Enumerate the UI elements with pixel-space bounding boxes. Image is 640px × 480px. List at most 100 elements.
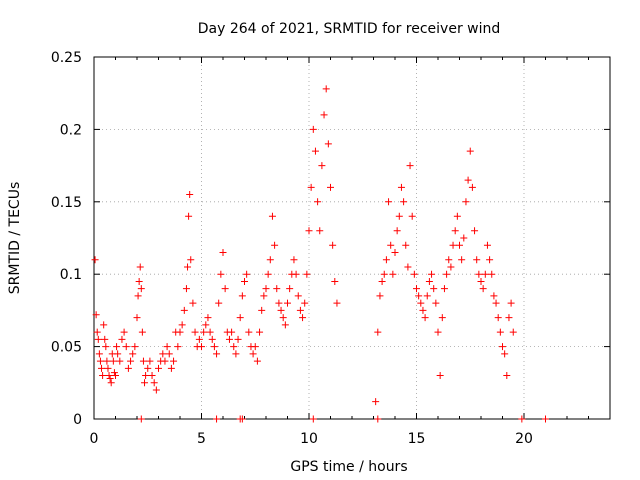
data-point bbox=[118, 335, 126, 343]
data-point bbox=[492, 299, 500, 307]
data-point bbox=[230, 343, 238, 351]
data-point bbox=[481, 270, 489, 278]
data-point bbox=[206, 328, 214, 336]
data-point bbox=[163, 343, 171, 351]
y-tick-label: 0.1 bbox=[60, 267, 82, 283]
data-point bbox=[221, 285, 229, 293]
data-point bbox=[425, 277, 433, 285]
data-point bbox=[419, 306, 427, 314]
data-point bbox=[94, 335, 102, 343]
data-point bbox=[307, 183, 315, 191]
data-point bbox=[142, 372, 150, 380]
y-tick-label: 0.2 bbox=[60, 122, 82, 138]
data-point bbox=[161, 357, 169, 365]
data-point bbox=[180, 306, 188, 314]
data-point bbox=[471, 227, 479, 235]
y-axis-label: SRMTID / TECUs bbox=[7, 182, 23, 295]
data-point bbox=[316, 227, 324, 235]
data-point bbox=[225, 335, 233, 343]
data-point bbox=[279, 314, 287, 322]
data-point bbox=[182, 285, 190, 293]
data-point bbox=[294, 292, 302, 300]
data-point bbox=[509, 328, 517, 336]
data-point bbox=[421, 314, 429, 322]
data-point bbox=[296, 306, 304, 314]
data-point bbox=[286, 285, 294, 293]
tick-layer: 0 5 10 15 20 0 0.05 0.1 0.15 0.2 0.25 bbox=[51, 50, 611, 447]
data-point bbox=[400, 198, 408, 206]
data-point bbox=[174, 343, 182, 351]
data-point bbox=[458, 256, 466, 264]
data-point bbox=[273, 285, 281, 293]
data-point bbox=[507, 299, 515, 307]
data-point bbox=[434, 328, 442, 336]
data-point bbox=[238, 292, 246, 300]
data-point bbox=[468, 183, 476, 191]
data-point bbox=[451, 227, 459, 235]
data-point bbox=[219, 248, 227, 256]
data-point bbox=[329, 241, 337, 249]
data-point bbox=[110, 369, 118, 377]
data-point bbox=[104, 364, 112, 372]
data-point bbox=[249, 350, 257, 358]
data-point bbox=[464, 176, 472, 184]
data-point bbox=[102, 343, 110, 351]
x-axis-label: GPS time / hours bbox=[290, 459, 407, 475]
data-point bbox=[105, 372, 113, 380]
data-point bbox=[100, 321, 108, 329]
data-point bbox=[127, 357, 135, 365]
data-point bbox=[253, 357, 261, 365]
data-point bbox=[432, 299, 440, 307]
data-point bbox=[494, 314, 502, 322]
data-point bbox=[238, 415, 246, 423]
data-point bbox=[204, 314, 212, 322]
data-point bbox=[447, 263, 455, 271]
data-point bbox=[387, 241, 395, 249]
data-point bbox=[503, 372, 511, 380]
data-point bbox=[305, 227, 313, 235]
data-point bbox=[333, 299, 341, 307]
data-point bbox=[189, 299, 197, 307]
data-point bbox=[309, 415, 317, 423]
data-point bbox=[202, 321, 210, 329]
data-point bbox=[144, 364, 152, 372]
data-points bbox=[91, 85, 549, 423]
data-point bbox=[505, 314, 513, 322]
data-point bbox=[264, 270, 272, 278]
data-point bbox=[191, 328, 199, 336]
data-point bbox=[391, 248, 399, 256]
data-point bbox=[440, 285, 448, 293]
data-point bbox=[320, 111, 328, 119]
data-point bbox=[301, 299, 309, 307]
data-point bbox=[314, 198, 322, 206]
data-point bbox=[150, 379, 158, 387]
data-point bbox=[542, 415, 549, 423]
data-point bbox=[178, 321, 186, 329]
data-point bbox=[475, 270, 483, 278]
data-point bbox=[170, 357, 178, 365]
data-point bbox=[138, 328, 146, 336]
data-point bbox=[445, 256, 453, 264]
data-point bbox=[290, 256, 298, 264]
y-tick-label: 0.15 bbox=[51, 195, 82, 211]
data-point bbox=[159, 350, 167, 358]
data-point bbox=[236, 314, 244, 322]
data-point bbox=[136, 263, 144, 271]
data-point bbox=[134, 292, 142, 300]
data-point bbox=[406, 162, 414, 170]
data-point bbox=[186, 191, 194, 199]
data-point bbox=[195, 335, 203, 343]
data-point bbox=[322, 85, 330, 93]
data-point bbox=[397, 183, 405, 191]
y-tick-label: 0.25 bbox=[51, 50, 82, 66]
data-point bbox=[374, 328, 382, 336]
data-point bbox=[402, 241, 410, 249]
data-point bbox=[228, 328, 236, 336]
data-point bbox=[198, 343, 205, 351]
data-point bbox=[417, 299, 425, 307]
data-point bbox=[378, 277, 386, 285]
data-point bbox=[466, 147, 474, 155]
data-point bbox=[148, 372, 156, 380]
data-point bbox=[106, 374, 114, 382]
